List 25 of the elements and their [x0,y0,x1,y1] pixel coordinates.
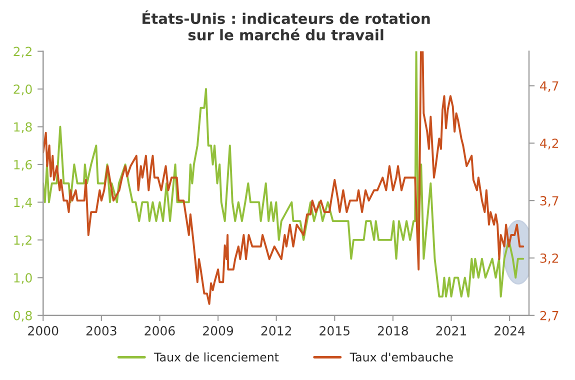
y-tick-label: 0,8 [14,310,32,322]
y2-tick-label: 3,7 [540,196,558,207]
x-tick-label: 2003 [86,326,116,336]
y2-tick-label: 4,7 [540,81,558,92]
y2-tick-label: 2,7 [540,310,558,322]
y2-tick-label: 3,2 [540,253,558,264]
legend-label: Taux de licenciement [154,352,279,362]
legend-label: Taux d'embauche [350,352,453,362]
y-tick-label: 1,6 [14,160,32,171]
x-tick-label: 2015 [320,326,350,336]
x-tick-label: 2012 [261,326,291,336]
y-tick-label: 1,8 [14,122,32,133]
y-tick-label: 1,2 [14,235,32,246]
x-tick-label: 2000 [28,326,58,336]
y-tick-label: 1,4 [14,198,32,208]
x-tick-label: 2006 [144,326,175,336]
y-tick-label: 2,2 [14,46,32,58]
y-tick-label: 1,0 [14,273,32,284]
x-tick-label: 2024 [494,326,525,336]
chart-title: États-Unis : indicateurs de rotation sur le marché du travail [142,10,430,40]
x-tick-label: 2021 [436,326,466,336]
x-tick-label: 2009 [203,326,234,336]
y2-tick-label: 4,2 [540,138,558,150]
x-tick-label: 2018 [378,326,408,336]
y-tick-label: 2,0 [14,84,32,96]
